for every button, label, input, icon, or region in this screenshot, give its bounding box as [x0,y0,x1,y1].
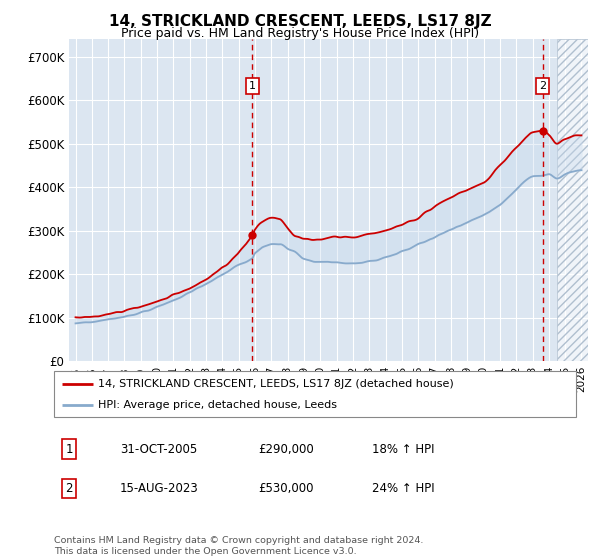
Text: 18% ↑ HPI: 18% ↑ HPI [372,442,434,456]
Bar [557,39,588,361]
Text: Price paid vs. HM Land Registry's House Price Index (HPI): Price paid vs. HM Land Registry's House … [121,27,479,40]
Text: 24% ↑ HPI: 24% ↑ HPI [372,482,434,495]
Text: 31-OCT-2005: 31-OCT-2005 [120,442,197,456]
Text: Contains HM Land Registry data © Crown copyright and database right 2024.
This d: Contains HM Land Registry data © Crown c… [54,536,424,556]
Text: £290,000: £290,000 [258,442,314,456]
Text: 15-AUG-2023: 15-AUG-2023 [120,482,199,495]
Text: 2: 2 [65,482,73,495]
Text: 1: 1 [65,442,73,456]
Text: 14, STRICKLAND CRESCENT, LEEDS, LS17 8JZ (detached house): 14, STRICKLAND CRESCENT, LEEDS, LS17 8JZ… [98,379,454,389]
Text: £530,000: £530,000 [258,482,314,495]
Bar [557,39,588,361]
FancyBboxPatch shape [54,371,576,417]
Text: 2: 2 [539,81,546,91]
Text: 14, STRICKLAND CRESCENT, LEEDS, LS17 8JZ: 14, STRICKLAND CRESCENT, LEEDS, LS17 8JZ [109,14,491,29]
Text: HPI: Average price, detached house, Leeds: HPI: Average price, detached house, Leed… [98,400,337,410]
Text: 1: 1 [249,81,256,91]
